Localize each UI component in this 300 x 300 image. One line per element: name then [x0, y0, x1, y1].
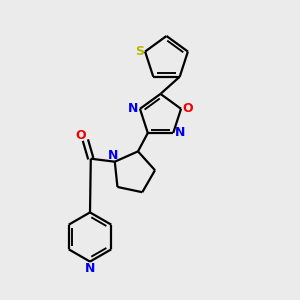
Text: N: N: [108, 149, 119, 162]
Text: N: N: [85, 262, 95, 275]
Text: S: S: [135, 45, 144, 58]
Text: O: O: [182, 102, 193, 115]
Text: N: N: [175, 127, 185, 140]
Text: O: O: [75, 129, 86, 142]
Text: N: N: [128, 102, 139, 115]
